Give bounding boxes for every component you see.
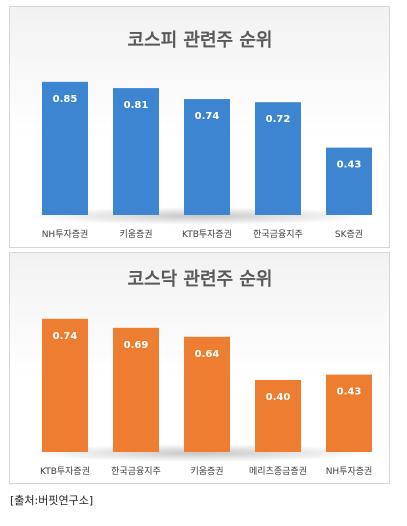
kosdaq-bar-4 [255,380,301,452]
kospi-chart-title: 코스피 관련주 순위 [127,30,272,51]
kospi-value-label-3: 0.74 [195,111,220,122]
kospi-value-label-5: 0.43 [337,160,362,171]
kospi-category-label-1: NH투자증권 [42,228,89,240]
kosdaq-category-label-3: 키움증권 [190,465,223,477]
kospi-bar-5 [326,147,372,215]
kosdaq-bar-chart: 코스닥 관련주 순위 0.74 KTB투자증권 0.69 한국금융지주 0.64 키움증권 0… [25,269,375,477]
kospi-bar-2 [113,88,159,215]
kospi-bar-chart: 코스피 관련주 순위 0.85 NH투자증권 0.81 키움증권 0.74 KTB투자증권 0… [25,30,375,240]
kosdaq-category-label-4: 메리츠종금증권 [249,465,307,477]
kosdaq-bar-1 [42,318,88,452]
kosdaq-value-label-5: 0.43 [337,387,362,398]
kospi-value-label-1: 0.85 [53,94,78,105]
kosdaq-bar-3 [184,336,230,452]
kosdaq-chart-panel: 코스닥 관련주 순위 0.74 KTB투자증권 0.69 한국금융지주 0.64 키움증권 0… [9,252,390,484]
kosdaq-value-label-2: 0.69 [124,340,149,351]
kosdaq-value-label-1: 0.74 [53,331,78,342]
kospi-value-label-2: 0.81 [124,100,149,111]
kospi-chart-panel: 코스피 관련주 순위 0.85 NH투자증권 0.81 키움증권 0.74 KTB투자증권 0… [9,6,390,248]
kosdaq-category-label-1: KTB투자증권 [40,465,90,477]
source-caption: [출처:버핏연구소] [10,494,94,507]
kospi-value-label-4: 0.72 [266,114,291,125]
kosdaq-category-label-5: NH투자증권 [326,465,373,477]
kosdaq-bar-2 [113,327,159,452]
kospi-bar-3 [184,99,230,215]
kospi-category-label-4: 한국금융지주 [253,229,303,240]
kosdaq-category-label-2: 한국금융지주 [111,466,161,477]
kospi-bar-1 [42,81,88,215]
kospi-category-label-5: SK증권 [335,228,363,240]
kospi-category-label-3: KTB투자증권 [182,228,232,240]
kosdaq-value-label-4: 0.40 [266,392,291,403]
kosdaq-chart-title: 코스닥 관련주 순위 [127,269,272,290]
kospi-category-label-2: 키움증권 [119,228,152,240]
kosdaq-value-label-3: 0.64 [195,349,220,360]
kosdaq-bar-5 [326,374,372,452]
kospi-bar-4 [255,102,301,215]
